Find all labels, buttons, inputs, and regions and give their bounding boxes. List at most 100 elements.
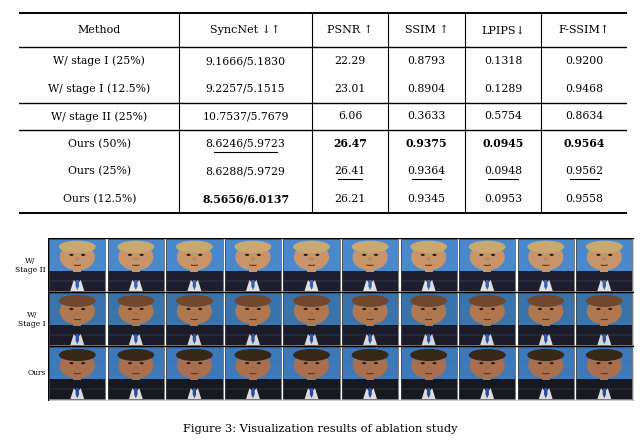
Bar — [576, 348, 632, 400]
Ellipse shape — [479, 308, 483, 310]
Bar — [541, 268, 550, 272]
Bar — [108, 293, 164, 345]
Bar — [284, 239, 340, 291]
Ellipse shape — [491, 308, 495, 310]
Bar — [459, 239, 515, 291]
Bar — [284, 348, 340, 400]
Ellipse shape — [486, 258, 489, 260]
Ellipse shape — [351, 241, 388, 253]
Bar — [166, 239, 223, 291]
Bar — [541, 322, 550, 326]
Ellipse shape — [369, 312, 372, 314]
Text: PSNR ↑: PSNR ↑ — [327, 25, 373, 35]
Text: Figure 3: Visualization results of ablation study: Figure 3: Visualization results of ablat… — [183, 424, 457, 434]
Ellipse shape — [527, 349, 564, 361]
Ellipse shape — [140, 308, 144, 310]
Ellipse shape — [245, 308, 249, 310]
Ellipse shape — [76, 366, 79, 368]
Bar — [49, 348, 106, 400]
Ellipse shape — [293, 241, 330, 253]
Ellipse shape — [351, 295, 388, 307]
Polygon shape — [252, 280, 255, 290]
Ellipse shape — [420, 254, 425, 256]
Ellipse shape — [608, 362, 612, 364]
Bar — [459, 325, 515, 345]
Bar — [401, 293, 457, 345]
Ellipse shape — [550, 362, 554, 364]
Ellipse shape — [69, 362, 74, 364]
Ellipse shape — [76, 312, 79, 314]
Bar — [249, 268, 257, 272]
Ellipse shape — [316, 254, 319, 256]
Bar — [576, 293, 632, 345]
Text: 10.7537/5.7679: 10.7537/5.7679 — [202, 111, 289, 121]
Bar — [190, 322, 198, 326]
Polygon shape — [129, 388, 143, 400]
Ellipse shape — [587, 298, 622, 325]
Ellipse shape — [411, 298, 446, 325]
Polygon shape — [310, 280, 313, 290]
Bar — [225, 325, 281, 345]
Ellipse shape — [427, 312, 430, 314]
Bar — [166, 271, 223, 291]
Bar — [483, 322, 492, 326]
Text: 6.06: 6.06 — [338, 111, 362, 121]
Ellipse shape — [60, 298, 95, 325]
Ellipse shape — [176, 295, 213, 307]
Bar — [518, 293, 574, 345]
Bar — [401, 325, 457, 345]
Ellipse shape — [411, 352, 446, 379]
Text: W/
Stage I: W/ Stage I — [18, 311, 45, 328]
Ellipse shape — [316, 308, 319, 310]
Ellipse shape — [528, 352, 563, 379]
Bar — [600, 376, 609, 380]
Text: SSIM ↑: SSIM ↑ — [404, 25, 449, 35]
Polygon shape — [363, 388, 377, 400]
Ellipse shape — [587, 243, 622, 271]
Text: 8.6288/5.9729: 8.6288/5.9729 — [205, 166, 285, 176]
Text: LPIPS↓: LPIPS↓ — [481, 25, 525, 35]
Ellipse shape — [198, 362, 202, 364]
Ellipse shape — [608, 254, 612, 256]
Polygon shape — [427, 280, 430, 290]
Bar — [225, 239, 281, 291]
Ellipse shape — [310, 258, 313, 260]
Bar — [49, 293, 106, 345]
Bar — [518, 348, 574, 400]
Ellipse shape — [586, 241, 623, 253]
Bar — [518, 325, 574, 345]
Bar — [576, 239, 632, 291]
Polygon shape — [129, 280, 143, 291]
Polygon shape — [544, 280, 547, 290]
Ellipse shape — [410, 295, 447, 307]
Bar — [342, 239, 398, 291]
Ellipse shape — [177, 243, 212, 271]
Bar — [132, 322, 140, 326]
Ellipse shape — [60, 243, 95, 271]
Bar — [225, 271, 281, 291]
Ellipse shape — [468, 295, 506, 307]
Bar — [166, 293, 223, 345]
Ellipse shape — [193, 366, 196, 368]
Bar — [483, 376, 492, 380]
Ellipse shape — [252, 366, 255, 368]
Bar — [424, 376, 433, 380]
Polygon shape — [597, 280, 611, 291]
Bar — [518, 239, 574, 291]
Ellipse shape — [69, 254, 74, 256]
Text: F-SSIM↑: F-SSIM↑ — [559, 25, 610, 35]
Ellipse shape — [310, 312, 313, 314]
Bar — [166, 325, 223, 345]
Bar — [108, 239, 164, 291]
Bar — [459, 239, 515, 291]
Ellipse shape — [538, 254, 542, 256]
Polygon shape — [193, 388, 196, 398]
Ellipse shape — [60, 352, 95, 379]
Ellipse shape — [587, 352, 622, 379]
Bar — [424, 322, 433, 326]
Ellipse shape — [410, 241, 447, 253]
Ellipse shape — [427, 258, 430, 260]
Polygon shape — [603, 388, 606, 398]
Bar — [284, 293, 340, 345]
Ellipse shape — [353, 298, 388, 325]
